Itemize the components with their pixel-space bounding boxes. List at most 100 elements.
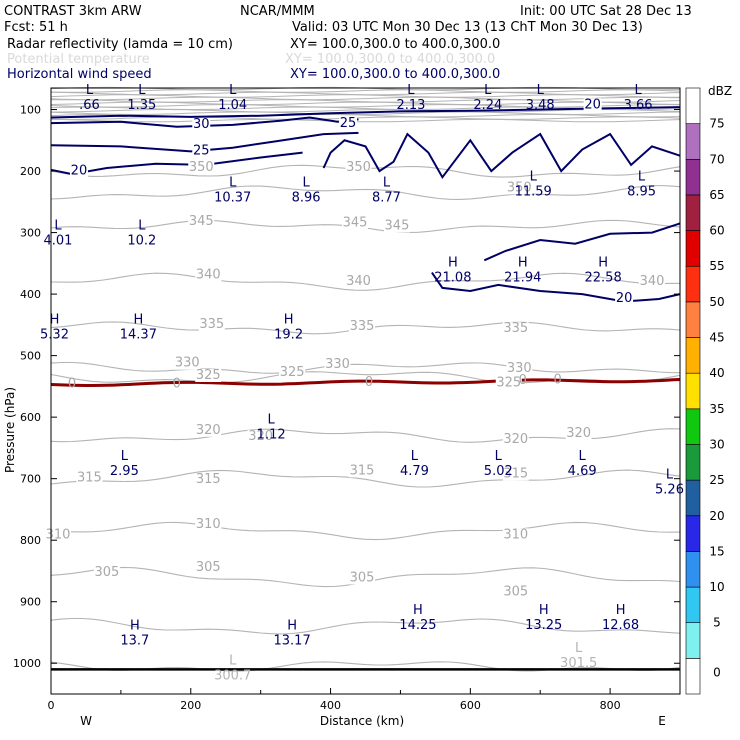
label-background [69, 164, 88, 178]
header-model: CONTRAST 3km ARW [4, 4, 142, 19]
label-background [247, 429, 274, 443]
wind-extrema-marker: L [579, 449, 587, 464]
x-axis-east: E [658, 714, 666, 728]
colorbar-level-label: 5 [713, 616, 721, 630]
theta-contour-label: 340 [640, 274, 665, 289]
colorbar-swatch [685, 337, 701, 374]
y-tick-label: 1000 [13, 657, 41, 670]
theta-contour-label: 320 [566, 426, 591, 441]
x-axis-west: W [80, 714, 92, 728]
freezing-level-label: 0 [173, 376, 181, 391]
wind-extrema-value: 3.48 [526, 98, 555, 113]
theta-contour-line [51, 521, 681, 541]
label-background [349, 571, 376, 585]
y-tick-label: 900 [20, 596, 41, 609]
theta-contour-label: 335 [503, 321, 528, 336]
x-tick-label: 0 [48, 699, 55, 712]
y-tick-label: 500 [20, 350, 41, 363]
wind-extrema-value: 21.08 [434, 270, 471, 285]
label-background [506, 362, 533, 376]
wind-extrema-marker: H [284, 313, 294, 328]
theta-contour-label: 325 [496, 375, 521, 390]
colorbar-swatch [685, 230, 701, 267]
wind-extrema-marker: L [138, 219, 146, 234]
theta-contour-label: 345 [189, 214, 214, 229]
theta-contour-label: 315 [196, 472, 221, 487]
label-background [383, 219, 410, 233]
colorbar-level-label: 40 [709, 366, 724, 380]
label-background [188, 215, 215, 229]
theta-contour-label: 305 [94, 565, 119, 580]
theta-contour-label: 345 [385, 219, 410, 234]
wind-extrema-value: 4.01 [44, 234, 73, 249]
wind-extrema-value: 8.95 [627, 184, 656, 199]
wind-extrema-value: 13.17 [274, 633, 311, 648]
wind-extrema-marker: L [383, 175, 391, 190]
colorbar-swatch [685, 194, 701, 231]
wind-extrema-value: 10.37 [214, 190, 251, 205]
label-background [342, 216, 369, 230]
theta-contour-upper [50, 96, 681, 101]
theta-contour-label: 350 [189, 160, 214, 175]
wind-extrema-marker: H [518, 255, 528, 270]
theta-extrema-value: 301.5 [560, 656, 597, 671]
freezing-level-line [50, 378, 681, 387]
wind-extrema-marker: H [539, 603, 549, 618]
y-tick-label: 300 [20, 227, 41, 240]
wind-extrema-marker: L [484, 83, 492, 98]
wind-extrema-value: 4.79 [400, 464, 429, 479]
y-tick-label: 200 [20, 165, 41, 178]
wind-extrema-value: 10.2 [127, 234, 156, 249]
wind-extrema-value: 22.58 [585, 270, 622, 285]
label-background [506, 181, 533, 195]
wind-extrema-value: 13.7 [120, 633, 149, 648]
label-background [502, 585, 529, 599]
wind-contour-25-upper [50, 116, 359, 128]
theta-contour-line [50, 617, 681, 635]
field-reflectivity-xy: XY= 100.0,300.0 to 400.0,300.0 [290, 37, 500, 52]
wind-extrema-marker: L [302, 175, 310, 190]
wind-extrema-value: 2.95 [110, 464, 139, 479]
theta-extrema-value: 300.7 [214, 668, 251, 683]
theta-contour-line [50, 184, 681, 200]
x-axis: 0 200 400 600 800 [48, 688, 621, 712]
theta-contour-label: 345 [343, 215, 368, 230]
colorbar-level-label: 10 [709, 580, 724, 594]
colorbar-swatch [685, 372, 701, 410]
label-background [279, 365, 306, 379]
wind-extrema-value: 14.37 [120, 328, 157, 343]
label-background [192, 144, 211, 158]
wind-extrema-value: 2.13 [396, 98, 425, 113]
freezing-level-label: 0 [519, 373, 527, 388]
label-background [195, 268, 222, 282]
wind-extrema-marker: L [495, 449, 503, 464]
label-background [93, 565, 120, 579]
theta-contour-label: 340 [196, 268, 221, 283]
wind-extrema-value: 14.25 [399, 618, 436, 633]
wind-extrema-value: 3.66 [624, 98, 653, 113]
x-tick-label: 800 [600, 699, 621, 712]
colorbar-level-label: 75 [709, 117, 724, 131]
field-theta-xy: XY= 100.0,300.0 to 400.0,300.0 [285, 52, 495, 67]
theta-contour-label: 310 [503, 527, 528, 542]
x-tick-label: 400 [320, 699, 341, 712]
label-background [583, 98, 602, 112]
label-background [502, 432, 529, 446]
theta-contour-upper [50, 118, 681, 123]
wind-extrema-marker: L [54, 219, 62, 234]
wind-contour-25 [50, 131, 359, 153]
wind-extrema-value: 5.26 [655, 483, 684, 498]
label-background [324, 357, 351, 371]
field-reflectivity-name: Radar reflectivity (lamda = 10 cm) [7, 37, 233, 52]
y-axis-label: Pressure (hPa) [3, 387, 17, 473]
field-theta-name: Potential temperature [7, 52, 150, 67]
field-wind-xy: XY= 100.0,300.0 to 400.0,300.0 [290, 67, 500, 82]
wind-extrema-value: 12.68 [602, 618, 639, 633]
theta-contour-upper [50, 116, 681, 120]
theta-contour-label: 305 [503, 585, 528, 600]
theta-contour-upper [50, 101, 681, 106]
label-background [502, 528, 529, 542]
label-background [195, 560, 222, 574]
theta-contour-label: 315 [503, 466, 528, 481]
